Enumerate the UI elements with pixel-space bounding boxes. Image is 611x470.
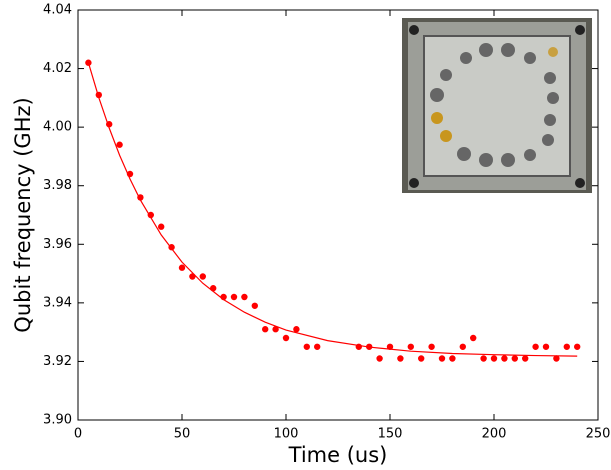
data-point: [470, 334, 477, 342]
fit-line: [87, 62, 578, 357]
y-tick-label: 3.94: [43, 295, 72, 310]
data-point: [241, 293, 248, 301]
y-tick-label: 3.96: [43, 237, 72, 252]
y-tick-label: 3.92: [43, 354, 72, 369]
plot-frame: [77, 9, 599, 421]
y-tick-label: 3.98: [43, 178, 72, 193]
data-point: [522, 355, 529, 362]
data-point: [293, 326, 300, 333]
x-tick-label: 50: [174, 427, 191, 442]
data-point: [511, 355, 518, 362]
inset-photo: [402, 18, 592, 193]
data-point: [178, 264, 186, 271]
data-point: [459, 343, 466, 350]
data-point: [397, 355, 404, 362]
data-point: [563, 343, 570, 350]
data-point: [116, 141, 123, 148]
data-point: [230, 293, 238, 301]
x-tick-label: 200: [482, 427, 507, 442]
data-point: [438, 355, 446, 362]
data-point: [158, 223, 165, 230]
data-point: [532, 343, 539, 350]
x-tick-label: 250: [586, 427, 611, 442]
y-tick-label: 4.04: [43, 3, 72, 18]
data-point: [376, 355, 383, 362]
data-point: [272, 326, 279, 333]
data-point: [199, 273, 206, 280]
y-tick-label: 4.00: [43, 120, 72, 135]
x-tick-label: 0: [74, 427, 82, 442]
data-point: [501, 355, 508, 362]
data-point: [574, 343, 581, 350]
data-point: [428, 343, 435, 350]
data-point: [303, 343, 310, 350]
data-point: [210, 285, 217, 292]
data-point: [147, 211, 154, 219]
data-point: [262, 326, 269, 333]
data-point: [418, 355, 425, 362]
data-point: [251, 302, 258, 309]
data-point: [449, 355, 456, 362]
x-axis-label: Time (us): [288, 443, 388, 467]
y-tick-label: 4.02: [43, 61, 72, 76]
y-tick-label: 3.90: [43, 413, 72, 428]
data-point: [490, 355, 498, 362]
x-tick-label: 150: [378, 427, 403, 442]
data-point: [542, 343, 550, 350]
x-tick-label: 100: [274, 427, 299, 442]
data-point: [282, 334, 290, 342]
data-point: [314, 343, 321, 350]
data-point: [480, 355, 487, 362]
data-point: [407, 343, 414, 350]
y-axis-label: Qubit frequency (GHz): [11, 97, 35, 332]
data-point: [553, 355, 560, 362]
